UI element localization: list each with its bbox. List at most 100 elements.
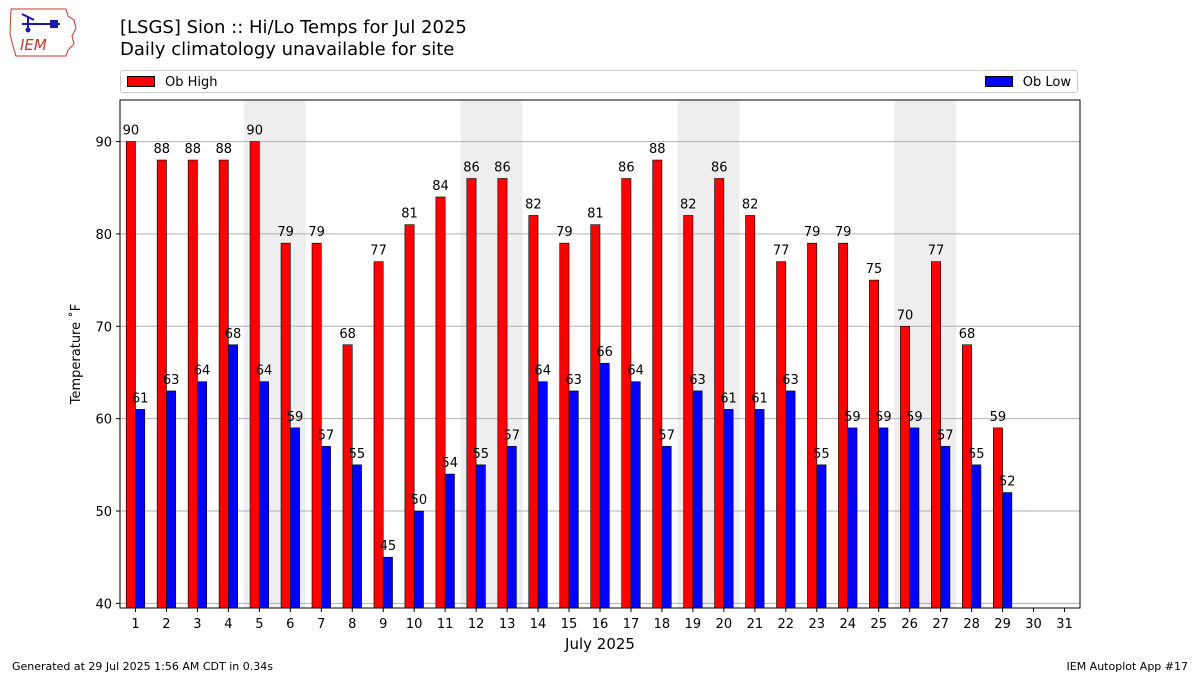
bar-low-9 — [382, 556, 393, 609]
bar-high-29 — [992, 427, 1003, 609]
bar-high-23 — [807, 242, 818, 609]
x-tick-label-28: 28 — [963, 617, 980, 632]
data-label-low-4: 68 — [225, 327, 242, 342]
bar-high-9 — [373, 261, 384, 609]
legend-item-low: Ob Low — [984, 75, 1071, 90]
bar-high-15 — [559, 242, 570, 609]
x-tick-label-7: 7 — [317, 617, 325, 632]
x-tick-label-19: 19 — [685, 617, 702, 632]
bar-low-1 — [135, 409, 146, 609]
data-label-high-15: 79 — [556, 225, 573, 240]
data-label-low-11: 54 — [442, 456, 459, 471]
x-tick-label-1: 1 — [131, 617, 139, 632]
y-tick-label-60: 60 — [95, 413, 112, 428]
bar-high-1 — [125, 141, 136, 609]
x-axis-label: July 2025 — [564, 635, 635, 653]
legend-label-high: Ob High — [165, 75, 218, 90]
bar-low-2 — [166, 390, 177, 609]
data-label-high-12: 86 — [463, 161, 480, 176]
data-label-high-9: 77 — [370, 244, 387, 259]
bar-low-23 — [816, 464, 827, 609]
data-label-low-8: 55 — [349, 447, 366, 462]
bar-low-4 — [228, 344, 238, 609]
bar-high-10 — [404, 224, 415, 609]
x-tick-label-18: 18 — [654, 617, 671, 632]
data-label-high-23: 79 — [804, 225, 821, 240]
bar-low-10 — [413, 510, 424, 609]
bar-low-28 — [971, 464, 982, 609]
data-label-high-14: 82 — [525, 197, 542, 212]
bar-low-13 — [506, 446, 517, 609]
x-tick-label-5: 5 — [255, 617, 263, 632]
x-tick-label-15: 15 — [561, 617, 578, 632]
data-label-low-26: 59 — [906, 410, 923, 425]
bar-high-7 — [311, 242, 322, 609]
data-label-high-20: 86 — [711, 161, 728, 176]
data-label-low-13: 57 — [503, 428, 520, 443]
x-tick-label-12: 12 — [468, 617, 485, 632]
data-label-high-10: 81 — [401, 207, 418, 222]
x-tick-label-30: 30 — [1025, 617, 1042, 632]
bar-low-12 — [475, 464, 486, 609]
data-label-low-10: 50 — [411, 493, 428, 508]
data-label-low-16: 66 — [596, 345, 613, 360]
bar-low-3 — [197, 381, 208, 609]
data-label-high-27: 77 — [928, 244, 945, 259]
data-label-high-11: 84 — [432, 179, 449, 194]
x-tick-label-20: 20 — [716, 617, 733, 632]
legend-swatch-low — [984, 76, 1013, 87]
legend-item-high: Ob High — [127, 75, 218, 90]
data-label-high-2: 88 — [154, 142, 171, 157]
bar-low-11 — [444, 473, 455, 609]
footer-app: IEM Autoplot App #17 — [1066, 660, 1189, 673]
x-tick-label-9: 9 — [379, 617, 387, 632]
data-label-high-5: 90 — [246, 124, 263, 139]
x-tick-label-24: 24 — [839, 617, 856, 632]
data-label-low-27: 57 — [937, 428, 954, 443]
data-label-low-29: 52 — [999, 475, 1016, 490]
data-label-low-19: 63 — [689, 373, 706, 388]
data-label-high-21: 82 — [742, 197, 759, 212]
y-axis-label: Temperature ˚F — [68, 304, 84, 405]
data-label-low-14: 64 — [534, 364, 551, 379]
legend-label-low: Ob Low — [1022, 75, 1071, 90]
data-label-high-4: 88 — [215, 142, 232, 157]
data-label-low-18: 57 — [658, 428, 675, 443]
bar-high-3 — [187, 159, 198, 609]
x-tick-label-16: 16 — [592, 617, 609, 632]
data-label-high-28: 68 — [959, 327, 976, 342]
data-label-high-26: 70 — [897, 308, 914, 323]
data-label-low-5: 64 — [256, 364, 273, 379]
data-label-high-25: 75 — [866, 262, 883, 277]
data-label-low-22: 63 — [782, 373, 799, 388]
bar-low-6 — [290, 427, 300, 609]
footer-generated: Generated at 29 Jul 2025 1:56 AM CDT in … — [12, 660, 273, 673]
x-tick-label-25: 25 — [870, 617, 887, 632]
data-label-high-18: 88 — [649, 142, 666, 157]
bar-high-4 — [218, 159, 229, 609]
bar-low-24 — [847, 427, 858, 609]
data-label-low-9: 45 — [380, 539, 397, 554]
bar-high-13 — [497, 178, 508, 609]
bar-low-29 — [1002, 492, 1013, 609]
x-tick-label-13: 13 — [499, 617, 516, 632]
x-tick-label-8: 8 — [348, 617, 356, 632]
data-label-high-13: 86 — [494, 161, 511, 176]
bar-low-19 — [692, 390, 703, 609]
data-label-low-21: 61 — [751, 391, 768, 406]
legend-swatch-high — [127, 76, 155, 87]
data-label-high-1: 90 — [123, 124, 140, 139]
data-label-high-17: 86 — [618, 161, 635, 176]
chart-title: [LSGS] Sion :: Hi/Lo Temps for Jul 2025 — [120, 17, 467, 38]
data-label-high-7: 79 — [308, 225, 325, 240]
y-tick-label-80: 80 — [95, 228, 112, 243]
x-tick-label-2: 2 — [162, 617, 170, 632]
bar-high-14 — [528, 215, 539, 609]
data-label-high-29: 59 — [990, 410, 1007, 425]
data-label-low-6: 59 — [287, 410, 304, 425]
bar-high-25 — [869, 279, 880, 609]
y-tick-label-90: 90 — [95, 136, 112, 151]
data-label-low-28: 55 — [968, 447, 985, 462]
x-tick-label-29: 29 — [994, 617, 1011, 632]
data-label-low-3: 64 — [194, 364, 211, 379]
